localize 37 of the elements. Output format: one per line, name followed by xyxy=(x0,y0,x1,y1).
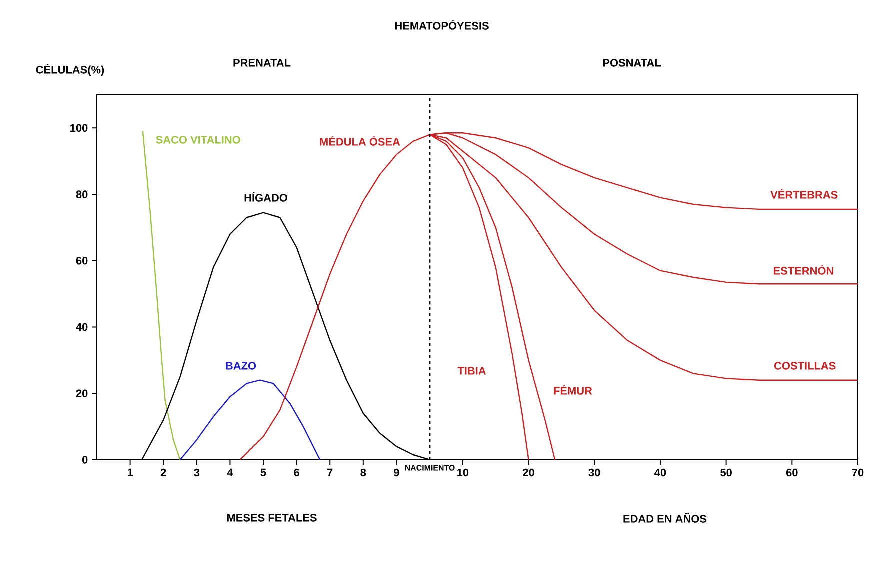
x-tick-label: 3 xyxy=(194,468,200,477)
y-tick-label: 100 xyxy=(70,124,88,132)
series-label: SACO VITALINO xyxy=(156,136,240,144)
series-label: ESTERNÓN xyxy=(774,265,834,275)
x-tick-label: 6 xyxy=(294,468,300,477)
y-axis-title: CÉLULAS(%) xyxy=(36,64,104,76)
x-tick-label: 5 xyxy=(260,468,266,476)
x-tick-label: 2 xyxy=(160,468,166,476)
x-tick-label: 4 xyxy=(227,468,234,476)
x-tick-label: 30 xyxy=(588,468,600,477)
text: MESES FETALES xyxy=(227,514,317,522)
y-tick-label: 40 xyxy=(76,323,88,332)
x-tick-label: 10 xyxy=(458,468,469,477)
x-tick-label: 7 xyxy=(328,468,333,476)
y-tick-label: 60 xyxy=(76,257,88,265)
text: TIBIA xyxy=(458,367,486,375)
chart-title: HEMATOPÓYESIS xyxy=(395,20,489,30)
series-label: COSTILLAS xyxy=(774,362,836,370)
x-tick-label: 1 xyxy=(128,468,134,476)
x-tick-label: 50 xyxy=(720,468,732,477)
x-tick-label: 40 xyxy=(654,468,666,477)
series-label: FÉMUR xyxy=(554,385,592,395)
text: PRENATAL xyxy=(234,59,291,67)
series-label: HÍGADO xyxy=(244,192,288,202)
series-label: VÉRTEBRAS xyxy=(770,189,838,199)
x-tick-label: 9 xyxy=(394,468,400,477)
x-tick-label: 60 xyxy=(786,468,798,477)
series-label: BAZO xyxy=(226,362,256,370)
text: POSNATAL xyxy=(603,59,661,67)
x-tick-label: 8 xyxy=(360,468,366,477)
x-tick-label: 70 xyxy=(852,468,864,477)
text: EDAD EN AÑOS xyxy=(624,513,707,523)
x-tick-label: 20 xyxy=(523,468,534,477)
series-label: MÉDULA ÓSEA xyxy=(320,136,400,146)
y-tick-label: 20 xyxy=(76,390,88,398)
y-tick-label: 80 xyxy=(76,190,88,198)
y-tick-label: 0 xyxy=(82,456,88,464)
